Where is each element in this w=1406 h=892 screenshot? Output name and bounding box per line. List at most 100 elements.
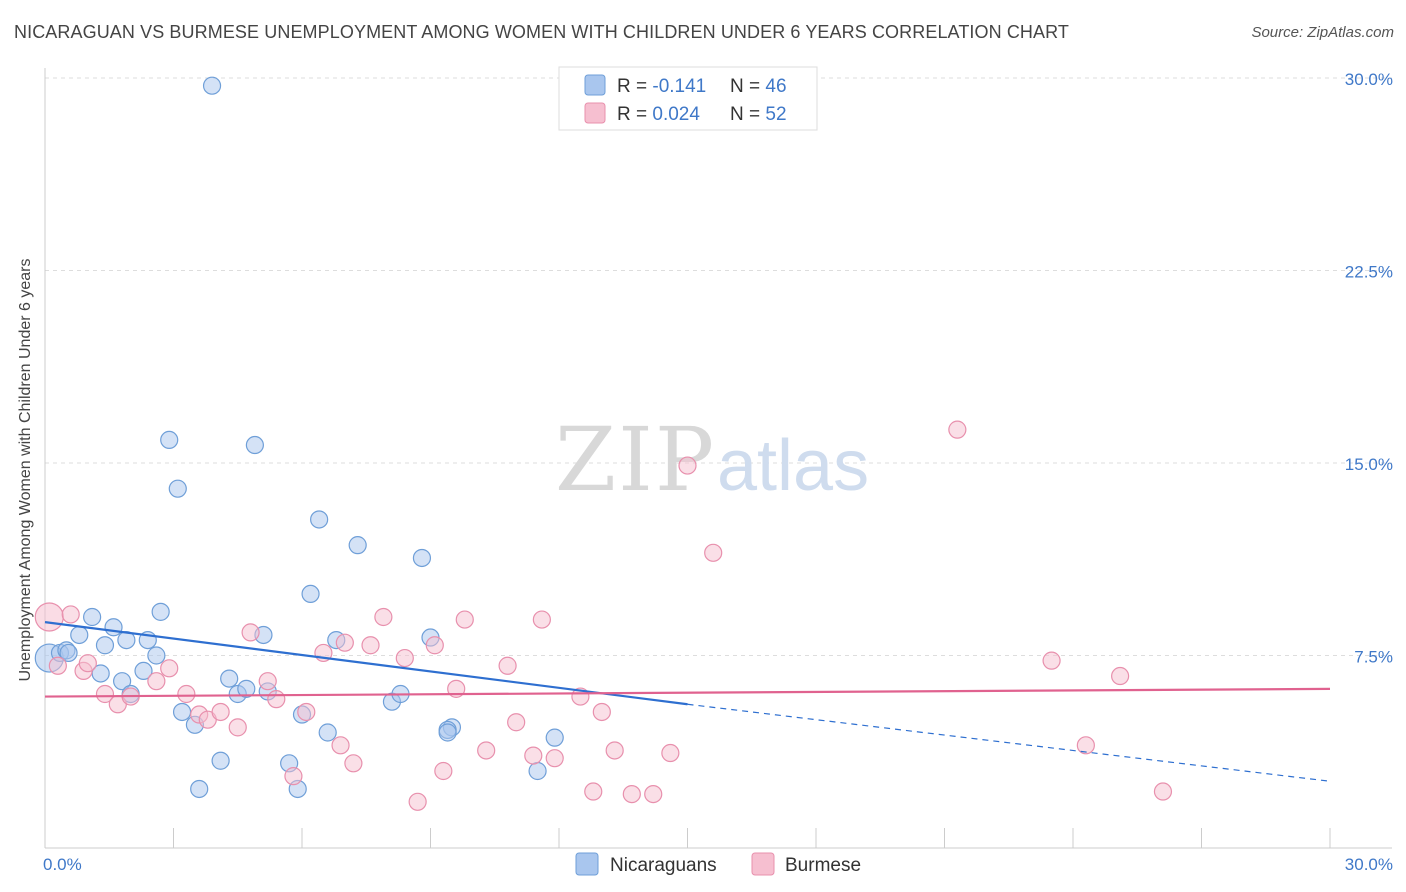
- legend-swatch-nicaraguans: [584, 74, 606, 96]
- x-tick-label-0: 0.0%: [43, 855, 82, 874]
- legend-n-value-0: 46: [765, 76, 786, 97]
- legend-r-label-1: R = 0.024: [617, 104, 700, 125]
- point-nicaraguans-15: [151, 602, 170, 621]
- point-burmese-28: [434, 761, 453, 781]
- bottom-legend-swatch-burmese: [751, 852, 775, 876]
- point-nicaraguans-12: [134, 661, 153, 681]
- legend-n-label-1: N = 52: [730, 104, 787, 125]
- point-nicaraguans-36: [348, 536, 367, 555]
- point-burmese-20: [331, 736, 350, 755]
- point-burmese-8: [160, 659, 179, 678]
- point-nicaraguans-45: [545, 728, 564, 747]
- legend-r-value-1: 0.024: [652, 104, 700, 125]
- point-nicaraguans-9: [112, 672, 132, 691]
- point-burmese-4: [95, 684, 115, 704]
- point-nicaraguans-7: [95, 636, 115, 655]
- point-nicaraguans-5: [83, 607, 102, 627]
- point-burmese-15: [258, 672, 277, 691]
- trendline-nicaraguans-extension: [687, 703, 1331, 782]
- axes: [44, 68, 1392, 849]
- point-burmese-1: [48, 656, 67, 675]
- point-burmese-42: [644, 784, 663, 804]
- y-tick-label-3: 30.0%: [1345, 70, 1393, 89]
- point-burmese-44: [678, 456, 697, 475]
- point-burmese-51: [61, 605, 80, 624]
- point-burmese-23: [361, 636, 380, 655]
- bottom-legend: Nicaraguans Burmese: [575, 852, 861, 876]
- point-burmese-13: [228, 718, 247, 737]
- point-burmese-35: [532, 610, 551, 629]
- point-burmese-49: [1111, 666, 1130, 686]
- x-tick-labels: 0.0% 30.0%: [43, 855, 1393, 874]
- point-burmese-18: [297, 702, 316, 722]
- point-burmese-27: [425, 636, 444, 655]
- point-burmese-32: [498, 656, 517, 675]
- point-burmese-22: [344, 754, 363, 773]
- point-burmese-0: [34, 602, 64, 632]
- point-nicaraguans-18: [172, 702, 192, 722]
- legend-r-text-1: R =: [617, 104, 652, 125]
- point-burmese-38: [584, 782, 603, 801]
- legend-r-text-0: R =: [617, 76, 652, 97]
- point-burmese-40: [605, 741, 624, 760]
- trendline-burmese: [44, 687, 1331, 698]
- watermark-atlas: atlas: [717, 426, 869, 506]
- point-burmese-16: [267, 690, 286, 709]
- point-burmese-12: [211, 702, 230, 722]
- legend-r-value-0: -0.141: [652, 76, 706, 97]
- trendline-nicaraguans: [44, 621, 688, 706]
- legend-n-label-0: N = 46: [730, 76, 787, 97]
- point-burmese-26: [408, 792, 427, 811]
- point-burmese-34: [524, 746, 543, 765]
- point-nicaraguans-23: [220, 669, 239, 688]
- source-label: Source: ZipAtlas.com: [1251, 24, 1394, 41]
- y-tick-label-1: 15.0%: [1345, 455, 1393, 474]
- point-nicaraguans-16: [160, 430, 179, 449]
- point-burmese-39: [592, 702, 611, 722]
- point-burmese-36: [545, 749, 564, 768]
- point-nicaraguans-20: [190, 779, 209, 799]
- point-burmese-43: [661, 743, 680, 763]
- point-burmese-25: [395, 648, 414, 668]
- point-nicaraguans-39: [412, 548, 432, 568]
- point-nicaraguans-3: [59, 643, 78, 663]
- point-burmese-33: [507, 713, 526, 732]
- y-tick-label-0: 7.5%: [1354, 648, 1393, 667]
- point-nicaraguans-14: [147, 646, 166, 665]
- point-burmese-31: [477, 741, 496, 760]
- legend-n-value-1: 52: [765, 104, 786, 125]
- point-burmese-41: [622, 784, 641, 804]
- y-tick-label-2: 22.5%: [1345, 263, 1393, 282]
- point-burmese-46: [948, 420, 967, 439]
- point-burmese-17: [284, 767, 303, 786]
- point-burmese-9: [177, 684, 196, 704]
- point-burmese-14: [241, 623, 260, 642]
- legend: R = -0.141 N = 46 R = 0.024 N = 52: [558, 66, 818, 131]
- point-nicaraguans-17: [168, 479, 187, 498]
- bottom-legend-swatch-nicaraguans: [575, 852, 599, 876]
- point-burmese-21: [335, 633, 354, 652]
- point-burmese-3: [78, 654, 97, 673]
- legend-n-text-1: N =: [730, 104, 765, 125]
- point-burmese-47: [1042, 651, 1061, 670]
- point-nicaraguans-25: [237, 679, 256, 698]
- x-tick-label-1: 30.0%: [1345, 855, 1393, 874]
- watermark: ZIP atlas: [555, 408, 869, 511]
- point-nicaraguans-4: [70, 625, 89, 645]
- point-nicaraguans-21: [202, 76, 222, 95]
- point-burmese-30: [455, 610, 474, 629]
- point-burmese-50: [1153, 782, 1173, 801]
- point-nicaraguans-32: [301, 584, 320, 604]
- point-nicaraguans-8: [104, 618, 123, 637]
- legend-r-label-0: R = -0.141: [617, 76, 706, 97]
- point-burmese-7: [147, 672, 166, 691]
- point-nicaraguans-33: [310, 510, 329, 529]
- point-nicaraguans-43: [438, 723, 457, 742]
- point-burmese-48: [1076, 736, 1095, 755]
- point-nicaraguans-26: [245, 435, 264, 455]
- point-nicaraguans-44: [528, 761, 547, 781]
- bottom-legend-burmese: Burmese: [785, 855, 861, 876]
- point-burmese-24: [374, 607, 393, 627]
- grid-lines: [45, 77, 1392, 656]
